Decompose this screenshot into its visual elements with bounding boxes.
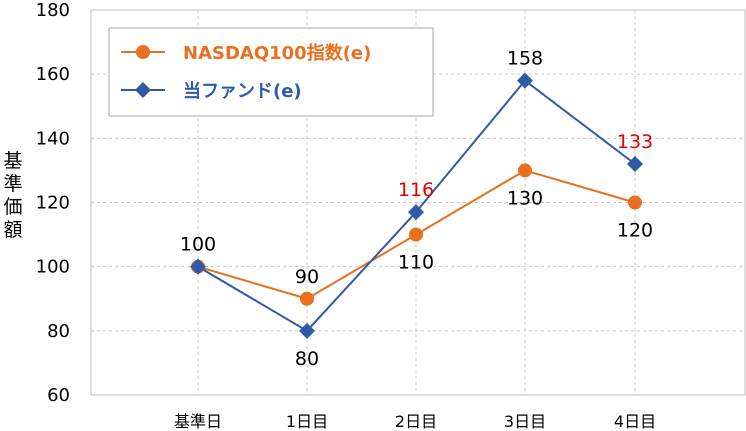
x-axis-ticks: 基準日 1日目 2日目 3日目 4日目 [174, 412, 656, 431]
x-tick-label: 2日目 [395, 412, 437, 431]
data-labels: 100 90 110 130 120 80 116 158 133 [180, 48, 653, 370]
data-point-circle [628, 195, 642, 210]
data-point-diamond [627, 156, 643, 172]
x-tick-label: 1日目 [286, 412, 328, 431]
x-tick-label: 4日目 [614, 412, 656, 431]
data-label: 110 [398, 252, 434, 274]
legend-entry: 当ファンド(e) [183, 80, 302, 102]
y-tick-label: 80 [47, 321, 70, 342]
legend-marker-circle [136, 45, 150, 59]
data-label: 133 [617, 131, 653, 153]
y-tick-label: 160 [36, 64, 70, 85]
data-label: 100 [180, 234, 216, 256]
legend-entry: NASDAQ100指数(e) [183, 42, 371, 64]
y-tick-label: 100 [36, 257, 70, 278]
data-label: 158 [507, 48, 543, 70]
data-point-diamond [190, 258, 206, 275]
data-label: 80 [295, 348, 319, 370]
y-tick-label: 120 [36, 193, 70, 214]
data-point-circle [518, 163, 532, 178]
y-axis-label: 基準価額 [3, 150, 23, 241]
data-point-circle [300, 291, 314, 306]
legend-marker-diamond [135, 82, 151, 98]
data-label: 116 [398, 179, 434, 201]
data-point-diamond [408, 204, 424, 221]
y-axis-ticks: 60 80 100 120 140 160 180 [36, 0, 70, 406]
legend: NASDAQ100指数(e) 当ファンド(e) [108, 27, 434, 117]
plot-area-border [90, 9, 746, 396]
data-label: 130 [507, 187, 543, 209]
data-label: 120 [617, 220, 653, 242]
y-tick-label: 140 [36, 128, 70, 149]
data-point-circle [409, 227, 423, 242]
y-tick-label: 180 [36, 0, 70, 21]
data-label: 90 [295, 266, 319, 288]
y-tick-label: 60 [47, 385, 70, 406]
data-point-diamond [517, 72, 533, 89]
x-tick-label: 3日目 [504, 412, 546, 431]
data-point-diamond [299, 322, 315, 339]
legend-box [108, 27, 434, 117]
x-tick-label: 基準日 [174, 412, 222, 431]
series [190, 72, 643, 339]
